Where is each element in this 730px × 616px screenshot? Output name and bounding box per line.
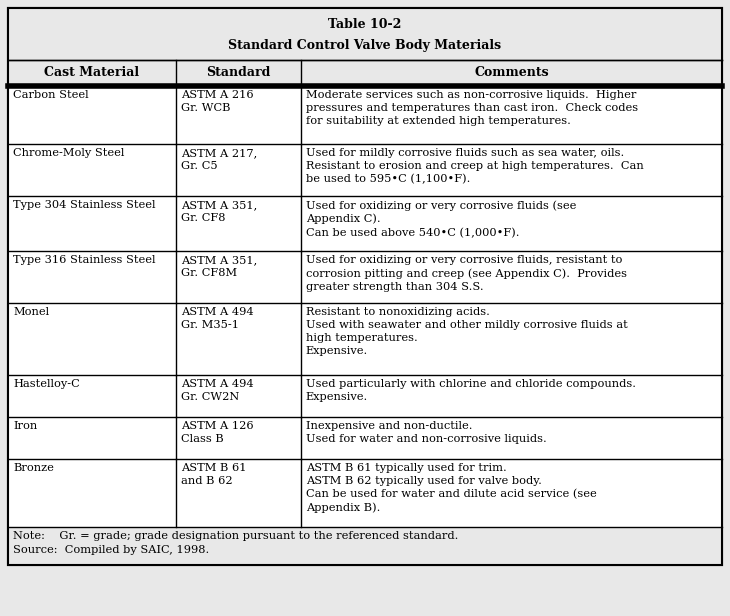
Text: ASTM B 61 typically used for trim.
ASTM B 62 typically used for valve body.
Can : ASTM B 61 typically used for trim. ASTM … [306, 463, 596, 513]
Text: Type 316 Stainless Steel: Type 316 Stainless Steel [13, 255, 155, 265]
Text: Hastelloy-C: Hastelloy-C [13, 379, 80, 389]
Text: Note:    Gr. = grade; grade designation pursuant to the referenced standard.: Note: Gr. = grade; grade designation pur… [13, 531, 458, 541]
Text: Bronze: Bronze [13, 463, 54, 473]
Text: Monel: Monel [13, 307, 49, 317]
Bar [8, 303, 722, 375]
Text: ASTM A 351,
Gr. CF8: ASTM A 351, Gr. CF8 [181, 200, 257, 223]
Bar [8, 417, 722, 459]
Text: Used for oxidizing or very corrosive fluids (see
Appendix C).
Can be used above : Used for oxidizing or very corrosive flu… [306, 200, 576, 238]
Text: Used particularly with chlorine and chloride compounds.
Expensive.: Used particularly with chlorine and chlo… [306, 379, 636, 402]
Text: ASTM A 217,
Gr. C5: ASTM A 217, Gr. C5 [181, 148, 257, 171]
Text: Cast Material: Cast Material [45, 67, 139, 79]
Text: Standard: Standard [206, 67, 270, 79]
Bar [8, 8, 722, 60]
Text: Source:  Compiled by SAIC, 1998.: Source: Compiled by SAIC, 1998. [13, 545, 210, 555]
Text: Standard Control Valve Body Materials: Standard Control Valve Body Materials [228, 39, 502, 52]
Text: Used for mildly corrosive fluids such as sea water, oils.
Resistant to erosion a: Used for mildly corrosive fluids such as… [306, 148, 643, 185]
Bar [8, 60, 722, 86]
Text: Type 304 Stainless Steel: Type 304 Stainless Steel [13, 200, 155, 210]
Text: ASTM A 216
Gr. WCB: ASTM A 216 Gr. WCB [181, 90, 253, 113]
Text: Iron: Iron [13, 421, 37, 431]
Text: Moderate services such as non-corrosive liquids.  Higher
pressures and temperatu: Moderate services such as non-corrosive … [306, 90, 638, 126]
Bar [8, 375, 722, 417]
Bar [8, 459, 722, 527]
Text: Table 10-2: Table 10-2 [328, 18, 402, 31]
Bar [8, 86, 722, 144]
Text: Carbon Steel: Carbon Steel [13, 90, 88, 100]
Text: Inexpensive and non-ductile.
Used for water and non-corrosive liquids.: Inexpensive and non-ductile. Used for wa… [306, 421, 547, 444]
Text: Resistant to nonoxidizing acids.
Used with seawater and other mildly corrosive f: Resistant to nonoxidizing acids. Used wi… [306, 307, 628, 356]
Text: ASTM A 494
Gr. CW2N: ASTM A 494 Gr. CW2N [181, 379, 253, 402]
Text: ASTM A 126
Class B: ASTM A 126 Class B [181, 421, 253, 444]
Text: Used for oxidizing or very corrosive fluids, resistant to
corrosion pitting and : Used for oxidizing or very corrosive flu… [306, 255, 627, 292]
Text: ASTM A 351,
Gr. CF8M: ASTM A 351, Gr. CF8M [181, 255, 257, 278]
Text: ASTM A 494
Gr. M35-1: ASTM A 494 Gr. M35-1 [181, 307, 253, 330]
Text: Chrome-Moly Steel: Chrome-Moly Steel [13, 148, 124, 158]
Bar [8, 527, 722, 565]
Bar [8, 144, 722, 196]
Text: ASTM B 61
and B 62: ASTM B 61 and B 62 [181, 463, 246, 486]
Text: Comments: Comments [474, 67, 549, 79]
Bar [8, 196, 722, 251]
Bar [8, 251, 722, 303]
